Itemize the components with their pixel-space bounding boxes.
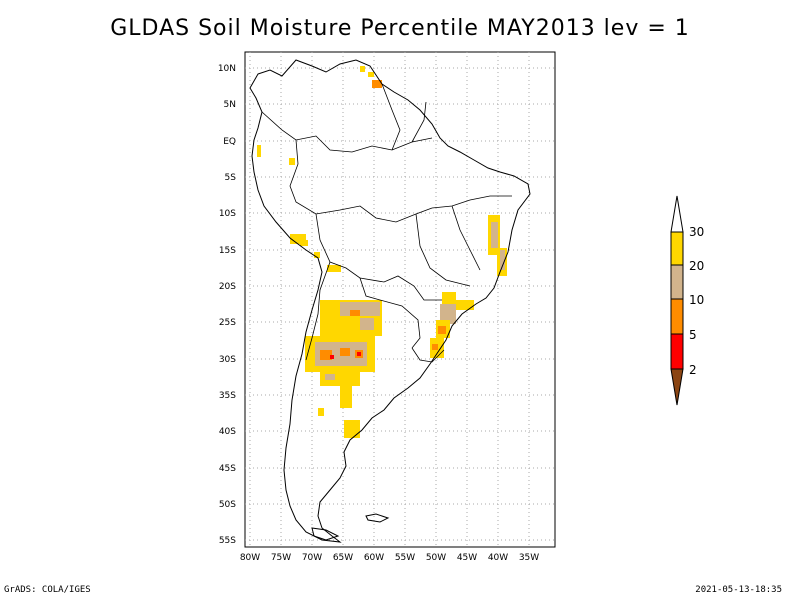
legend-20-30: [670, 231, 684, 266]
legend-below-2: [670, 368, 684, 406]
legend-above-30: [670, 195, 684, 233]
lon-label: 65W: [333, 553, 353, 563]
lat-label: 15S: [219, 246, 236, 256]
lat-label: 5N: [224, 100, 236, 110]
map-title: GLDAS Soil Moisture Percentile MAY2013 l…: [110, 16, 690, 41]
lon-gridlines: [249, 52, 530, 547]
legend-label: 30: [689, 225, 704, 239]
lon-axis: 80W 75W 70W 65W 60W 55W 50W 45W 40W 35W: [240, 553, 539, 563]
lat-label: 50S: [219, 500, 236, 510]
lon-label: 55W: [395, 553, 415, 563]
lon-label: 60W: [364, 553, 384, 563]
lat-label: 40S: [219, 427, 236, 437]
timestamp: 2021-05-13-18:35: [695, 585, 782, 595]
lon-label: 40W: [488, 553, 508, 563]
moisture-shading: [257, 66, 507, 438]
grads-credit: GrADS: COLA/IGES: [4, 585, 91, 595]
coastline: [249, 59, 531, 543]
lon-label: 45W: [457, 553, 477, 563]
lon-label: 35W: [519, 553, 539, 563]
lat-label: 5S: [225, 173, 237, 183]
lat-label: 45S: [219, 464, 236, 474]
falklands: [365, 513, 390, 523]
lon-label: 50W: [426, 553, 446, 563]
lat-label: 55S: [219, 536, 236, 546]
legend-10-20: [670, 264, 684, 300]
lat-label: EQ: [223, 137, 236, 147]
legend-label: 2: [689, 363, 697, 377]
lat-label: 30S: [219, 355, 236, 365]
lat-label: 10N: [218, 64, 236, 74]
lat-label: 20S: [219, 282, 236, 292]
tierra-del-fuego: [311, 527, 340, 541]
lat-label: 35S: [219, 391, 236, 401]
legend-labels: 30 20 10 5 2: [689, 225, 704, 377]
lon-label: 80W: [240, 553, 260, 563]
legend-5-10: [670, 298, 684, 335]
lat-label: 10S: [219, 209, 236, 219]
legend-label: 20: [689, 259, 704, 273]
color-legend: [670, 195, 684, 406]
lon-label: 75W: [271, 553, 291, 563]
lat-axis: 10N 5N EQ 5S 10S 15S 20S 25S 30S 35S 40S…: [218, 64, 236, 546]
legend-label: 10: [689, 293, 704, 307]
country-borders: [261, 83, 512, 363]
lat-label: 25S: [219, 318, 236, 328]
map-frame: [244, 51, 556, 548]
lon-label: 70W: [302, 553, 322, 563]
legend-2-5: [670, 333, 684, 370]
legend-label: 5: [689, 328, 697, 342]
